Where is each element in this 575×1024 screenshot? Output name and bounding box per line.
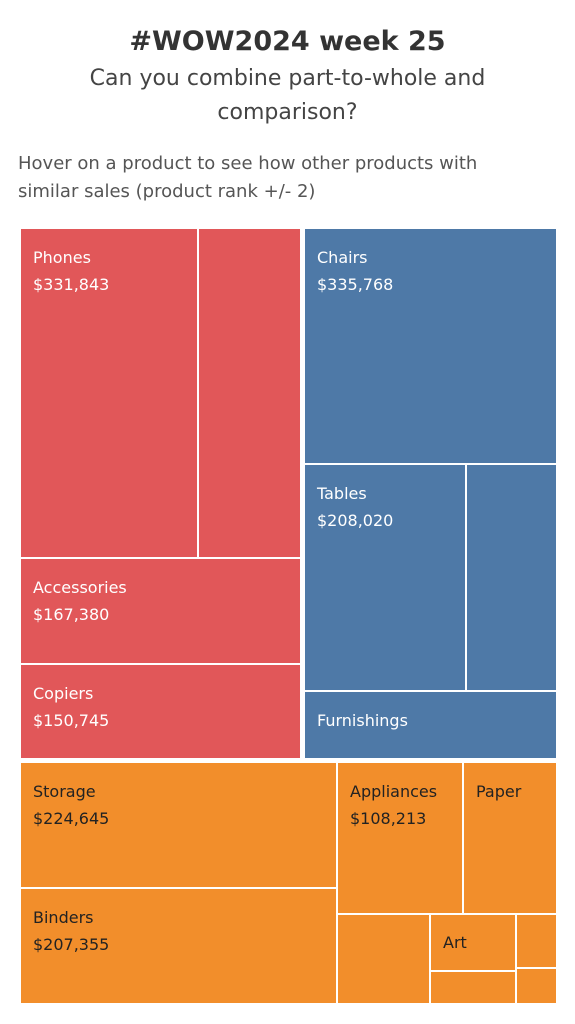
treemap-tile-binders[interactable]: Binders $207,355 xyxy=(20,888,337,1004)
treemap-tile-office-supplies-product-6[interactable] xyxy=(516,914,557,968)
tile-value: $224,645 xyxy=(33,809,110,828)
tile-value: $335,768 xyxy=(317,275,394,294)
treemap-tile-phones[interactable]: Phones $331,843 xyxy=(20,228,198,558)
treemap-tile-office-supplies-product-8[interactable] xyxy=(516,968,557,1004)
treemap-tile-furniture-product-2[interactable] xyxy=(466,464,557,691)
tile-label: Furnishings xyxy=(317,711,408,730)
treemap-tile-office-supplies-product-7[interactable] xyxy=(430,971,516,1004)
tile-value: $150,745 xyxy=(33,711,110,730)
tile-value: $331,843 xyxy=(33,275,110,294)
page-title: #WOW2024 week 25 xyxy=(129,26,446,57)
treemap-tile-art[interactable]: Art xyxy=(430,914,516,971)
page-subtitle: Can you combine part-to-whole and compar… xyxy=(89,66,486,125)
tile-label: Storage xyxy=(33,782,96,801)
treemap-tile-appliances[interactable]: Appliances $108,213 xyxy=(337,762,463,914)
tile-value: $208,020 xyxy=(317,511,394,530)
tile-label: Tables xyxy=(317,484,367,503)
treemap-tile-storage[interactable]: Storage $224,645 xyxy=(20,762,337,888)
tile-value: $167,380 xyxy=(33,605,110,624)
tile-label: Chairs xyxy=(317,248,368,267)
treemap-tile-office-supplies-product-4[interactable] xyxy=(337,914,430,1004)
tile-value: $207,355 xyxy=(33,935,110,954)
tile-label: Paper xyxy=(476,782,522,801)
treemap-tile-tables[interactable]: Tables $208,020 xyxy=(304,464,466,691)
tile-value: $108,213 xyxy=(350,809,427,828)
tile-label: Art xyxy=(443,933,467,952)
treemap-tile-furnishings[interactable]: Furnishings xyxy=(304,691,557,759)
tile-label: Phones xyxy=(33,248,91,267)
treemap-tile-copiers[interactable]: Copiers $150,745 xyxy=(20,664,301,759)
treemap-tile-accessories[interactable]: Accessories $167,380 xyxy=(20,558,301,664)
tile-label: Appliances xyxy=(350,782,438,801)
treemap-tile-paper[interactable]: Paper xyxy=(463,762,557,914)
instructions-text: Hover on a product to see how other prod… xyxy=(18,153,478,202)
treemap-tile-chairs[interactable]: Chairs $335,768 xyxy=(304,228,557,464)
tile-label: Binders xyxy=(33,908,94,927)
tile-label: Accessories xyxy=(33,578,127,597)
treemap-tile-technology-product-1[interactable] xyxy=(198,228,301,558)
tile-label: Copiers xyxy=(33,684,94,703)
